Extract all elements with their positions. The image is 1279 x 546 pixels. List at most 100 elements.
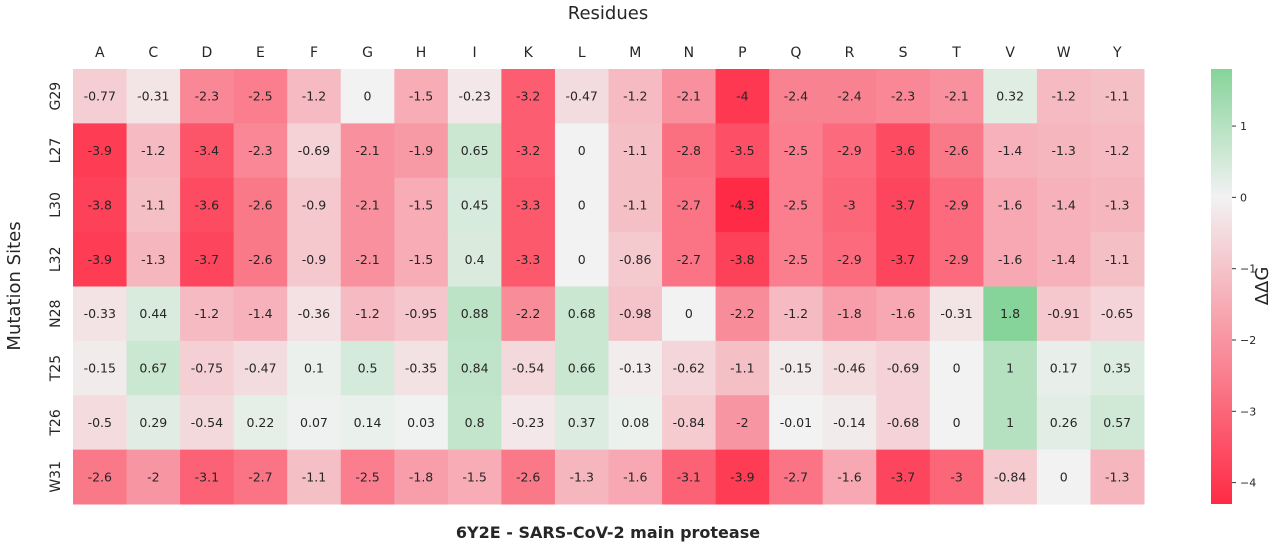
heatmap-cell [929,340,984,396]
heatmap-cell [340,395,395,451]
cell-value-label: -2.9 [837,143,861,158]
cell-value-label: -1.5 [409,197,433,212]
row-tick-label: L32 [48,247,64,273]
cell-value-label: 0.03 [407,415,435,430]
cell-value-label: -2.7 [784,469,808,484]
heatmap-cell [769,123,824,179]
heatmap-cell [126,123,181,179]
colorbar-gradient [1211,69,1232,504]
heatmap-cell [715,286,770,342]
column-tick-label: F [310,45,318,61]
heatmap-cell [447,286,502,342]
row-tick-label: N28 [48,300,64,328]
cell-value-label: 0 [953,361,961,376]
heatmap-cell [929,232,984,287]
cell-value-label: -2.1 [355,252,379,267]
cell-value-label: -2 [736,415,748,430]
heatmap-cell [447,395,502,451]
cell-value-label: -1.8 [409,469,433,484]
cell-value-label: -0.23 [512,415,544,430]
row-tick-label: L30 [48,192,64,218]
heatmap-cell [180,286,235,342]
heatmap-cell [126,69,181,124]
heatmap-cell [447,232,502,287]
cell-value-label: -3 [843,197,855,212]
heatmap-cell [662,69,717,124]
heatmap-cell [769,286,824,342]
heatmap-cell [233,123,288,179]
cell-value-label: -0.13 [619,361,651,376]
cell-value-label: 0.32 [996,89,1024,104]
column-tick-label: I [473,45,477,61]
colorbar: 1 0 −1 −2 −3 −4 [1211,69,1256,504]
cell-value-label: -2.6 [88,469,112,484]
cell-value-label: -3.7 [195,252,219,267]
heatmap-cell [876,232,931,287]
heatmap-cell [394,340,449,396]
chart-title: Residues [568,3,648,24]
heatmap-cell [983,177,1038,233]
heatmap-cell [983,286,1038,342]
column-tick-label: K [524,45,534,61]
heatmap-cell [1036,232,1091,287]
heatmap-cell [447,123,502,179]
colorbar-label: ΔΔG [1252,267,1273,306]
column-tick-label: T [951,45,961,61]
cell-value-label: 0.88 [461,306,489,321]
cell-value-label: 0.29 [139,415,167,430]
cell-value-label: -1.6 [998,197,1022,212]
heatmap-cell [608,69,663,124]
colorbar-tick-label: 0 [1240,191,1247,204]
heatmap-cell [715,123,770,179]
heatmap-cell [233,177,288,233]
cell-value-label: -1.1 [730,361,754,376]
cell-value-label: -3.4 [195,143,219,158]
heatmap-cell [447,449,502,505]
heatmap-cell [662,286,717,342]
cell-value-label: -3.7 [891,469,915,484]
cell-value-label: -1.9 [409,143,433,158]
cell-value-label: -2.2 [730,306,754,321]
column-tick-label: V [1005,45,1015,61]
cell-value-label: -0.84 [673,415,705,430]
cell-value-label: 0.68 [568,306,596,321]
heatmap-cell [769,449,824,505]
cell-value-label: -0.36 [298,306,330,321]
heatmap-cell [1090,449,1145,505]
heatmap-cell [983,69,1038,124]
heatmap-cell [983,449,1038,505]
heatmap-cell [1036,69,1091,124]
heatmap-cell [73,232,128,287]
row-tick-label: T26 [48,409,64,436]
heatmap-cell [876,449,931,505]
cell-value-label: 1.8 [1000,306,1020,321]
cell-value-label: -1.8 [837,306,861,321]
cell-value-label: -0.15 [780,361,812,376]
column-tick-label: Y [1112,45,1122,61]
cell-value-label: -2.5 [248,89,272,104]
heatmap-cell [1090,69,1145,124]
cell-value-label: 0.67 [139,361,167,376]
colorbar-tick-label: −3 [1240,405,1256,418]
cell-value-label: 0.1 [304,361,324,376]
heatmap-cell [1090,340,1145,396]
heatmap-cell [876,69,931,124]
heatmap-cell [233,395,288,451]
cell-value-label: -1.6 [891,306,915,321]
column-tick-label: A [95,45,105,61]
heatmap-cell [876,340,931,396]
heatmap-cell [822,395,877,451]
heatmap-cell [233,69,288,124]
heatmap-cell [287,177,342,233]
cell-value-label: -1.6 [837,469,861,484]
cell-value-label: -3.3 [516,252,540,267]
heatmap-cell [233,340,288,396]
heatmap-cell [340,69,395,124]
column-tick-label: C [148,45,158,61]
cell-value-label: 0.5 [358,361,378,376]
cell-value-label: 0 [685,306,693,321]
heatmap-cell [126,177,181,233]
cell-value-label: -0.23 [458,89,490,104]
cell-value-label: -1.2 [355,306,379,321]
heatmap-cell [929,123,984,179]
